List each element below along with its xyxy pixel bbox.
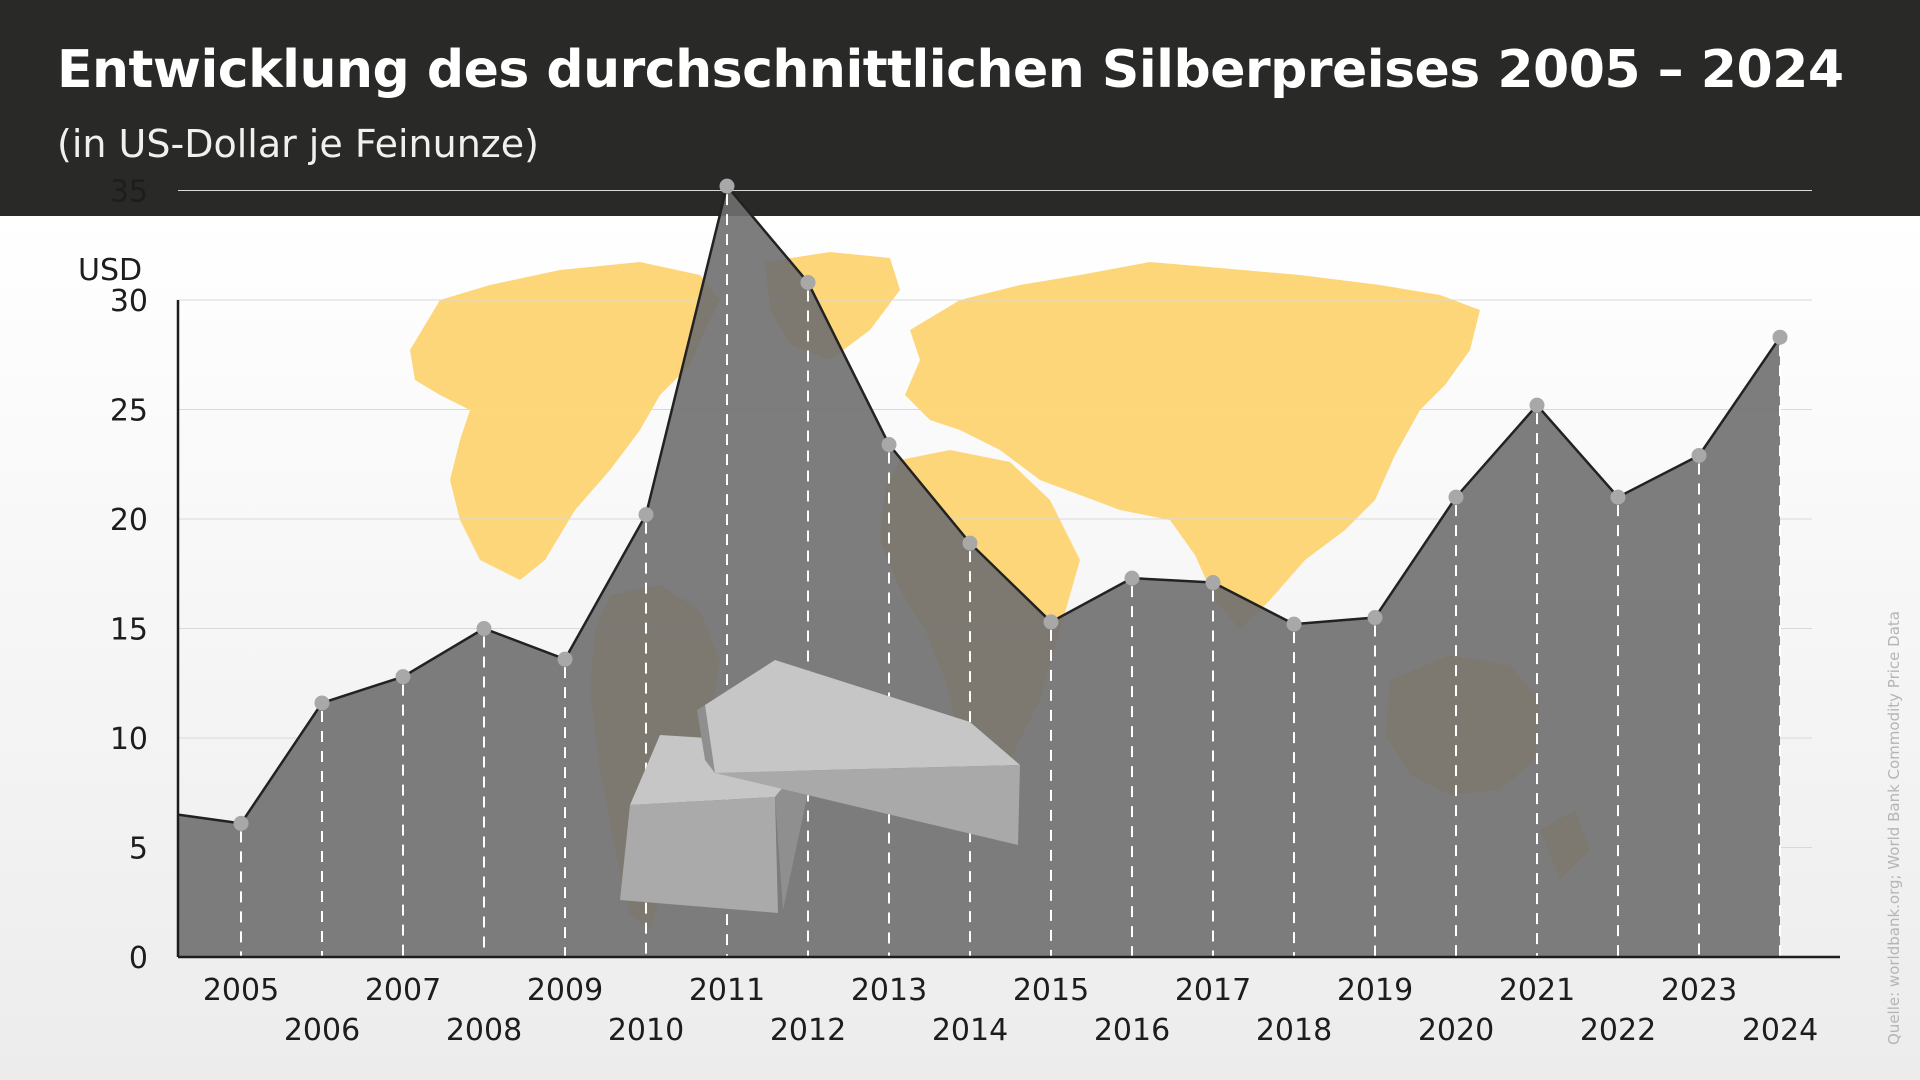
- data-point-2011: [719, 178, 735, 194]
- silver-bars-icon: [620, 660, 1020, 913]
- x-tick-label: 2021: [1499, 973, 1575, 1008]
- y-tick-label: 25: [110, 394, 148, 429]
- x-tick-label: 2007: [365, 973, 441, 1008]
- y-tick-label: 30: [110, 284, 148, 319]
- data-point-2012: [800, 274, 816, 290]
- data-point-2014: [962, 535, 978, 551]
- x-tick-label: 2010: [608, 1013, 684, 1048]
- x-tick-label: 2020: [1418, 1013, 1494, 1048]
- data-point-2021: [1529, 397, 1545, 413]
- source-note: Quelle: worldbank.org; World Bank Commod…: [1885, 611, 1903, 1045]
- x-tick-label: 2022: [1580, 1013, 1656, 1048]
- header: Entwicklung des durchschnittlichen Silbe…: [0, 0, 1920, 216]
- data-point-2022: [1610, 489, 1626, 505]
- data-point-2023: [1691, 447, 1707, 463]
- chart-subtitle: (in US-Dollar je Feinunze): [57, 122, 539, 166]
- y-tick-label: 35: [110, 175, 148, 210]
- price-area: [178, 186, 1780, 957]
- chart-title: Entwicklung des durchschnittlichen Silbe…: [57, 40, 1844, 100]
- x-tick-label: 2013: [851, 973, 927, 1008]
- x-tick-label: 2024: [1742, 1013, 1818, 1048]
- data-point-2008: [476, 621, 492, 636]
- data-point-2020: [1448, 489, 1464, 505]
- data-point-2006: [314, 695, 330, 711]
- x-tick-label: 2017: [1175, 973, 1251, 1008]
- data-point-2007: [395, 669, 411, 685]
- y-tick-label: 0: [129, 941, 148, 976]
- data-point-2013: [881, 437, 897, 453]
- data-point-2016: [1124, 570, 1140, 586]
- drop-lines: [240, 194, 1781, 957]
- x-tick-label: 2023: [1661, 973, 1737, 1008]
- y-tick-label: 5: [129, 832, 148, 867]
- data-point-2005: [233, 815, 249, 831]
- data-point-2010: [638, 507, 654, 523]
- data-markers: [233, 178, 1788, 831]
- x-tick-label: 2014: [932, 1013, 1008, 1048]
- x-tick-label: 2011: [689, 973, 765, 1008]
- data-point-2009: [557, 651, 573, 667]
- y-axis-label: USD: [78, 253, 142, 288]
- x-tick-label: 2015: [1013, 973, 1089, 1008]
- y-tick-label: 10: [110, 722, 148, 757]
- data-point-2017: [1205, 575, 1221, 591]
- data-point-2024: [1772, 329, 1788, 345]
- x-tick-label: 2008: [446, 1013, 522, 1048]
- data-point-2019: [1367, 610, 1383, 626]
- x-tick-label: 2016: [1094, 1013, 1170, 1048]
- x-axis-ticks: 2005200620072008200920102011201220132014…: [203, 973, 1818, 1048]
- data-point-2018: [1286, 616, 1302, 632]
- data-point-2015: [1043, 614, 1059, 630]
- x-tick-label: 2019: [1337, 973, 1413, 1008]
- y-tick-label: 20: [110, 503, 148, 538]
- x-tick-label: 2005: [203, 973, 279, 1008]
- y-axis-ticks: 0 5 10 15 20 25 30 35: [110, 175, 148, 977]
- x-tick-label: 2018: [1256, 1013, 1332, 1048]
- x-tick-label: 2012: [770, 1013, 846, 1048]
- y-tick-label: 15: [110, 613, 148, 648]
- x-tick-label: 2009: [527, 973, 603, 1008]
- x-tick-label: 2006: [284, 1013, 360, 1048]
